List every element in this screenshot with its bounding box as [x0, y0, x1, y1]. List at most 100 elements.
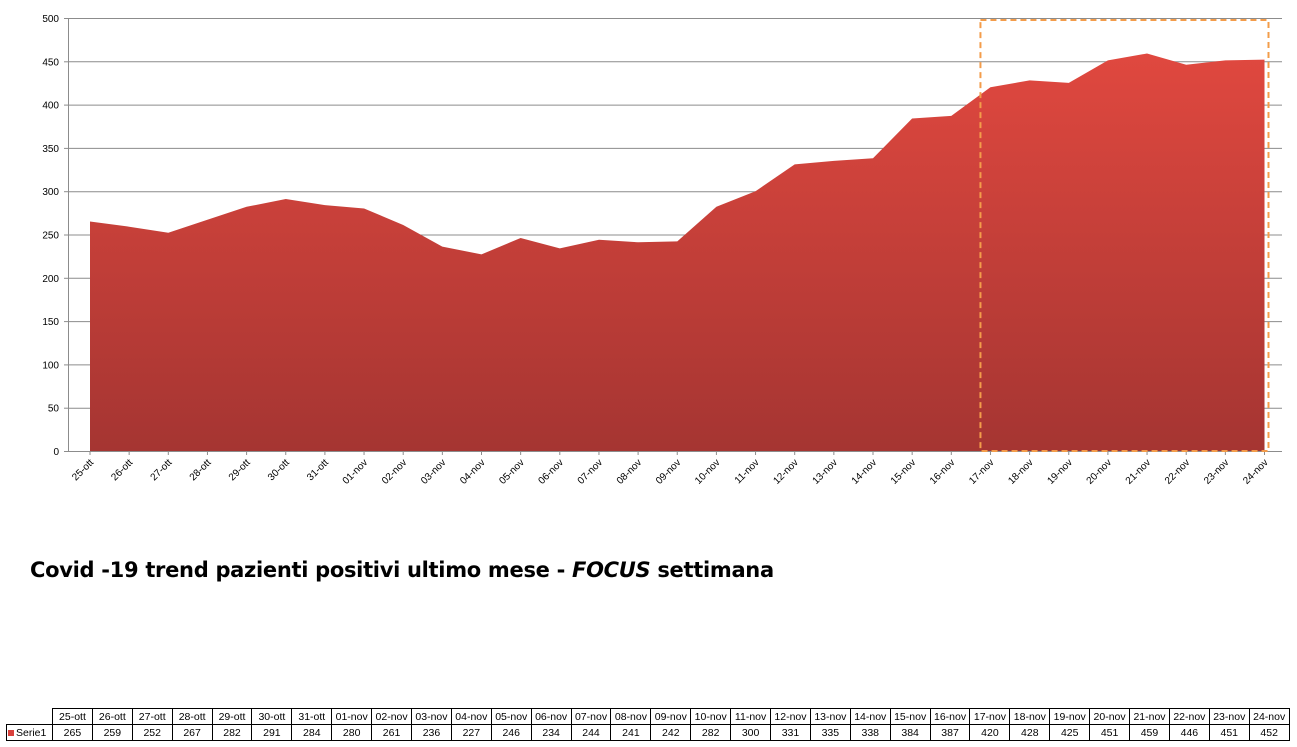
table-header-cell: 26-ott — [91, 708, 133, 725]
table-value-cell: 384 — [889, 724, 931, 741]
y-tick-label: 500 — [42, 14, 59, 25]
series-area-serie1 — [90, 53, 1265, 451]
table-value-cell: 428 — [1009, 724, 1051, 741]
table-header-cell: 17-nov — [969, 708, 1011, 725]
focus-box — [979, 19, 1270, 452]
table-value-cell: 338 — [849, 724, 891, 741]
table-value-cell: 227 — [450, 724, 492, 741]
table-header-cell: 30-ott — [251, 708, 293, 725]
table-header-cell: 27-ott — [131, 708, 173, 725]
table-header-cell: 25-ott — [52, 708, 93, 725]
data-table-value-row: Serie1 265 259 252 267 282 291 284 280 261 236 227 2… — [6, 724, 1290, 741]
x-tick-label: 22-nov — [1163, 457, 1192, 486]
x-tick-label: 28-ott — [188, 457, 214, 483]
table-value-cell: 284 — [291, 724, 333, 741]
y-tick-label: 100 — [42, 360, 59, 371]
table-value-cell: 425 — [1049, 724, 1091, 741]
table-value-cell: 451 — [1089, 724, 1131, 741]
table-header-cell: 14-nov — [849, 708, 891, 725]
table-header-cell: 24-nov — [1248, 708, 1290, 725]
y-tick-label: 0 — [53, 447, 59, 458]
x-tick-label: 05-nov — [497, 457, 526, 486]
x-tick-label: 27-ott — [149, 457, 175, 483]
x-tick-label: 07-nov — [576, 457, 605, 486]
table-value-cell: 451 — [1208, 724, 1250, 741]
table-header-cell: 05-nov — [490, 708, 532, 725]
table-header-cell: 20-nov — [1089, 708, 1131, 725]
table-header-cell: 22-nov — [1168, 708, 1210, 725]
table-header-cell: 18-nov — [1009, 708, 1051, 725]
table-series-label: Serie1 — [6, 724, 53, 741]
table-header-cell: 29-ott — [211, 708, 253, 725]
table-value-cell: 259 — [91, 724, 133, 741]
series-area — [90, 53, 1265, 451]
table-header-cell: 19-nov — [1049, 708, 1091, 725]
x-tick-label: 13-nov — [811, 457, 840, 486]
x-tick-label: 04-nov — [458, 457, 487, 486]
chart-title-emphasis: FOCUS — [572, 558, 651, 582]
y-tick-label: 150 — [42, 317, 59, 328]
table-value-cell: 241 — [610, 724, 652, 741]
x-tick-labels: 25-ott 26-ott 27-ott 28-ott 29-ott 30-ott 31-o… — [70, 457, 1270, 487]
x-tick-label: 01-nov — [341, 457, 370, 486]
table-header-cell: 13-nov — [809, 708, 851, 725]
table-value-cell: 282 — [211, 724, 253, 741]
x-tick-label: 10-nov — [693, 457, 722, 486]
x-tick-label: 02-nov — [380, 457, 409, 486]
table-value-cell: 300 — [730, 724, 772, 741]
y-tick-label: 200 — [42, 274, 59, 285]
chart-title-main: Covid -19 trend pazienti positivi ultimo… — [30, 558, 573, 582]
x-tick-label: 15-nov — [889, 457, 918, 486]
axes — [64, 18, 1282, 455]
table-value-cell: 244 — [570, 724, 612, 741]
x-tick-label: 29-ott — [227, 457, 253, 483]
table-value-cell: 446 — [1168, 724, 1210, 741]
x-tick-label: 20-nov — [1085, 457, 1114, 486]
x-tick-label: 19-nov — [1045, 457, 1074, 486]
table-value-cell: 331 — [770, 724, 811, 741]
table-header-cell: 08-nov — [610, 708, 652, 725]
x-tick-label: 21-nov — [1124, 457, 1153, 486]
table-value-cell: 280 — [331, 724, 373, 741]
table-header-cell: 15-nov — [889, 708, 931, 725]
chart-title: Covid -19 trend pazienti positivi ultimo… — [30, 558, 774, 582]
y-tick-label: 300 — [42, 187, 59, 198]
legend-key-icon — [8, 729, 14, 736]
area-chart: 0 50 100 150 200 250 300 350 400 450 500 25-ott 26-… — [42, 14, 1282, 487]
table-value-cell: 242 — [650, 724, 692, 741]
x-tick-label: 14-nov — [850, 457, 879, 486]
y-tick-label: 400 — [42, 101, 59, 112]
focus-week-box — [979, 19, 1270, 452]
table-value-cell: 252 — [131, 724, 173, 741]
table-value-cell: 335 — [809, 724, 851, 741]
table-header-cell: 04-nov — [450, 708, 492, 725]
table-header-cell: 09-nov — [650, 708, 692, 725]
table-header-cell: 12-nov — [770, 708, 811, 725]
table-header-cell: 03-nov — [411, 708, 452, 725]
y-tick-labels: 0 50 100 150 200 250 300 350 400 450 500 — [42, 14, 59, 458]
table-value-cell: 234 — [530, 724, 572, 741]
table-header-cell: 10-nov — [690, 708, 732, 725]
y-tick-label: 50 — [48, 404, 60, 415]
x-tick-label: 11-nov — [733, 457, 762, 486]
x-tick-label: 24-nov — [1241, 457, 1270, 486]
data-table: 25-ott 26-ott 27-ott 28-ott 29-ott 30-ott 31-o… — [6, 708, 1290, 741]
table-header-cell: 11-nov — [730, 708, 772, 725]
x-tick-label: 17-nov — [967, 457, 996, 486]
x-tick-label: 09-nov — [654, 457, 683, 486]
x-tick-label: 12-nov — [771, 457, 800, 486]
table-header-cell: 16-nov — [929, 708, 971, 725]
x-tick-label: 30-ott — [266, 457, 292, 483]
table-value-cell: 291 — [251, 724, 293, 741]
table-value-cell: 265 — [52, 724, 93, 741]
table-header-cell: 31-ott — [291, 708, 333, 725]
table-header-cell: 01-nov — [331, 708, 373, 725]
table-value-cell: 387 — [929, 724, 971, 741]
chart-title-suffix: settimana — [650, 558, 774, 582]
table-value-cell: 261 — [371, 724, 413, 741]
table-value-cell: 452 — [1248, 724, 1290, 741]
table-value-cell: 246 — [490, 724, 532, 741]
x-tick-label: 16-nov — [928, 457, 957, 486]
table-value-cell: 459 — [1129, 724, 1170, 741]
